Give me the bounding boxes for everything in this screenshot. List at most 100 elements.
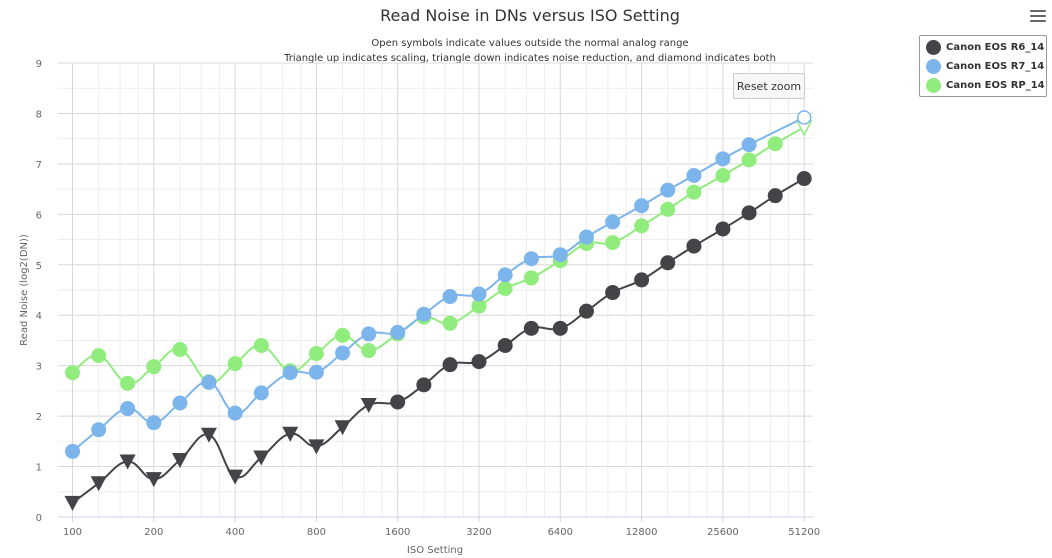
data-point[interactable] <box>471 286 487 302</box>
x-tick-label: 6400 <box>548 527 573 538</box>
data-point-triangle-down[interactable] <box>360 398 377 414</box>
data-point[interactable] <box>605 285 621 301</box>
data-point[interactable] <box>227 405 243 421</box>
data-point-triangle-down[interactable] <box>119 454 136 470</box>
data-point[interactable] <box>634 198 650 214</box>
data-point-triangle-down[interactable] <box>64 495 81 511</box>
data-point[interactable] <box>523 320 539 336</box>
reset-zoom-button[interactable]: Reset zoom <box>733 73 805 99</box>
legend-item-r7[interactable]: Canon EOS R7_14 <box>920 57 1046 76</box>
data-point-triangle-down[interactable] <box>253 450 270 466</box>
data-point[interactable] <box>201 374 217 390</box>
data-point[interactable] <box>146 359 162 375</box>
y-tick-label: 2 <box>36 412 42 423</box>
data-point[interactable] <box>715 167 731 183</box>
data-point[interactable] <box>442 315 458 331</box>
data-point[interactable] <box>442 289 458 305</box>
data-point[interactable] <box>282 365 298 381</box>
data-point[interactable] <box>767 136 783 152</box>
grid <box>58 62 813 518</box>
data-point[interactable] <box>605 214 621 230</box>
data-point-open[interactable] <box>796 110 812 125</box>
data-point[interactable] <box>146 415 162 431</box>
data-point[interactable] <box>471 298 487 314</box>
data-point[interactable] <box>335 327 351 343</box>
y-tick-label: 4 <box>36 311 42 322</box>
y-tick-label: 7 <box>36 160 42 171</box>
data-point[interactable] <box>715 151 731 167</box>
y-tick-label: 5 <box>36 261 42 272</box>
data-point[interactable] <box>172 395 188 411</box>
series-2 <box>65 120 813 391</box>
x-tick-label: 12800 <box>626 527 658 538</box>
data-point[interactable] <box>65 443 80 459</box>
data-point[interactable] <box>523 251 539 267</box>
data-point[interactable] <box>741 152 757 168</box>
data-point[interactable] <box>796 171 812 187</box>
data-point[interactable] <box>634 218 650 234</box>
data-point-triangle-down[interactable] <box>200 427 217 443</box>
data-point[interactable] <box>308 364 324 380</box>
data-point[interactable] <box>390 394 406 410</box>
data-point[interactable] <box>471 354 487 370</box>
data-point[interactable] <box>660 182 676 198</box>
data-point[interactable] <box>686 167 702 183</box>
data-point[interactable] <box>172 342 188 358</box>
data-point[interactable] <box>741 137 757 153</box>
data-point-triangle-down[interactable] <box>334 420 351 436</box>
data-point-triangle-down[interactable] <box>308 439 325 455</box>
y-tick-label: 3 <box>36 362 42 373</box>
data-point-triangle-down[interactable] <box>282 426 299 442</box>
data-point-triangle-down[interactable] <box>227 469 244 485</box>
legend-marker-r7 <box>926 59 941 74</box>
legend-item-r6[interactable]: Canon EOS R6_14 <box>920 38 1046 57</box>
data-point[interactable] <box>686 238 702 254</box>
data-point[interactable] <box>634 272 650 288</box>
data-point[interactable] <box>416 306 432 322</box>
data-point[interactable] <box>120 375 136 391</box>
y-tick-label: 0 <box>36 513 42 524</box>
data-point[interactable] <box>523 270 539 286</box>
y-tick-label: 8 <box>36 109 42 120</box>
y-tick-label: 1 <box>36 463 42 474</box>
data-point[interactable] <box>390 324 406 340</box>
data-point[interactable] <box>578 303 594 319</box>
data-point-triangle-down[interactable] <box>90 476 107 492</box>
legend-label-rp: Canon EOS RP_14 <box>946 80 1045 91</box>
data-point[interactable] <box>605 235 621 251</box>
data-point[interactable] <box>660 255 676 271</box>
data-point[interactable] <box>660 201 676 217</box>
data-point[interactable] <box>253 337 269 353</box>
data-point[interactable] <box>497 337 513 353</box>
chart-title: Read Noise in DNs versus ISO Setting <box>380 6 680 25</box>
series-0 <box>64 171 812 511</box>
hamburger-menu-icon[interactable] <box>1030 10 1046 24</box>
data-point[interactable] <box>335 345 351 361</box>
data-point-triangle-down[interactable] <box>171 452 188 468</box>
data-point[interactable] <box>416 377 432 393</box>
data-point[interactable] <box>91 422 107 438</box>
series-line <box>71 177 805 504</box>
data-point[interactable] <box>361 326 377 342</box>
data-point[interactable] <box>552 247 568 263</box>
data-point[interactable] <box>497 267 513 283</box>
data-point[interactable] <box>715 221 731 237</box>
data-point[interactable] <box>552 320 568 336</box>
data-point-triangle-down[interactable] <box>145 472 162 488</box>
data-point[interactable] <box>91 348 107 364</box>
data-point[interactable] <box>497 280 513 296</box>
series-line <box>71 126 805 385</box>
data-point[interactable] <box>686 184 702 200</box>
data-point[interactable] <box>120 401 136 417</box>
data-point[interactable] <box>253 385 269 401</box>
data-point[interactable] <box>361 343 377 359</box>
legend-label-r6: Canon EOS R6_14 <box>946 42 1045 53</box>
data-point[interactable] <box>578 229 594 245</box>
data-point[interactable] <box>442 357 458 373</box>
data-point[interactable] <box>227 356 243 372</box>
data-point[interactable] <box>767 188 783 204</box>
data-point[interactable] <box>308 346 324 362</box>
data-point[interactable] <box>741 205 757 221</box>
data-point[interactable] <box>65 365 80 381</box>
legend-item-rp[interactable]: Canon EOS RP_14 <box>920 76 1046 95</box>
